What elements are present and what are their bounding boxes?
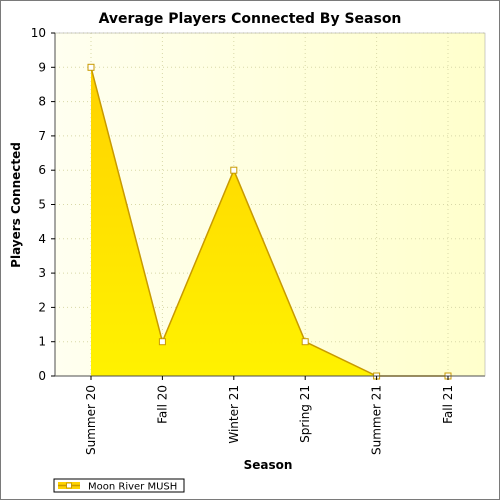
legend: Moon River MUSH bbox=[53, 478, 185, 493]
legend-label: Moon River MUSH bbox=[88, 482, 177, 493]
legend-marker bbox=[66, 482, 72, 489]
y-tick-label: 1 bbox=[38, 335, 46, 349]
y-tick-label: 7 bbox=[38, 129, 46, 143]
y-axis-title: Players Connected bbox=[9, 142, 23, 268]
x-tick-label: Fall 20 bbox=[155, 385, 169, 424]
y-tick-label: 6 bbox=[38, 163, 46, 177]
x-axis-ticks: Summer 20 Fall 20 Winter 21 Spring 21 Summer… bbox=[84, 376, 455, 455]
x-tick-label: Winter 21 bbox=[227, 385, 241, 444]
y-tick-label: 10 bbox=[31, 26, 46, 40]
y-tick-label: 3 bbox=[38, 266, 46, 280]
x-tick-label: Spring 21 bbox=[298, 385, 312, 443]
y-tick-label: 8 bbox=[38, 95, 46, 109]
data-point bbox=[158, 338, 166, 346]
legend-box bbox=[53, 478, 185, 493]
chart-title: Average Players Connected By Season bbox=[99, 11, 402, 27]
y-tick-label: 2 bbox=[38, 300, 46, 314]
y-tick-label: 5 bbox=[38, 198, 46, 212]
data-point bbox=[230, 166, 238, 174]
x-tick-label: Fall 21 bbox=[441, 385, 455, 424]
x-tick-label: Summer 21 bbox=[370, 385, 384, 455]
y-tick-label: 0 bbox=[38, 369, 46, 383]
y-axis-ticks: 0 1 2 3 4 5 6 7 8 9 10 bbox=[31, 26, 55, 383]
x-axis-title: Season bbox=[244, 458, 293, 472]
data-point bbox=[301, 338, 309, 346]
x-tick-label: Summer 20 bbox=[84, 385, 98, 455]
y-tick-label: 9 bbox=[38, 60, 46, 74]
data-point bbox=[87, 63, 95, 71]
y-tick-label: 4 bbox=[38, 232, 46, 246]
